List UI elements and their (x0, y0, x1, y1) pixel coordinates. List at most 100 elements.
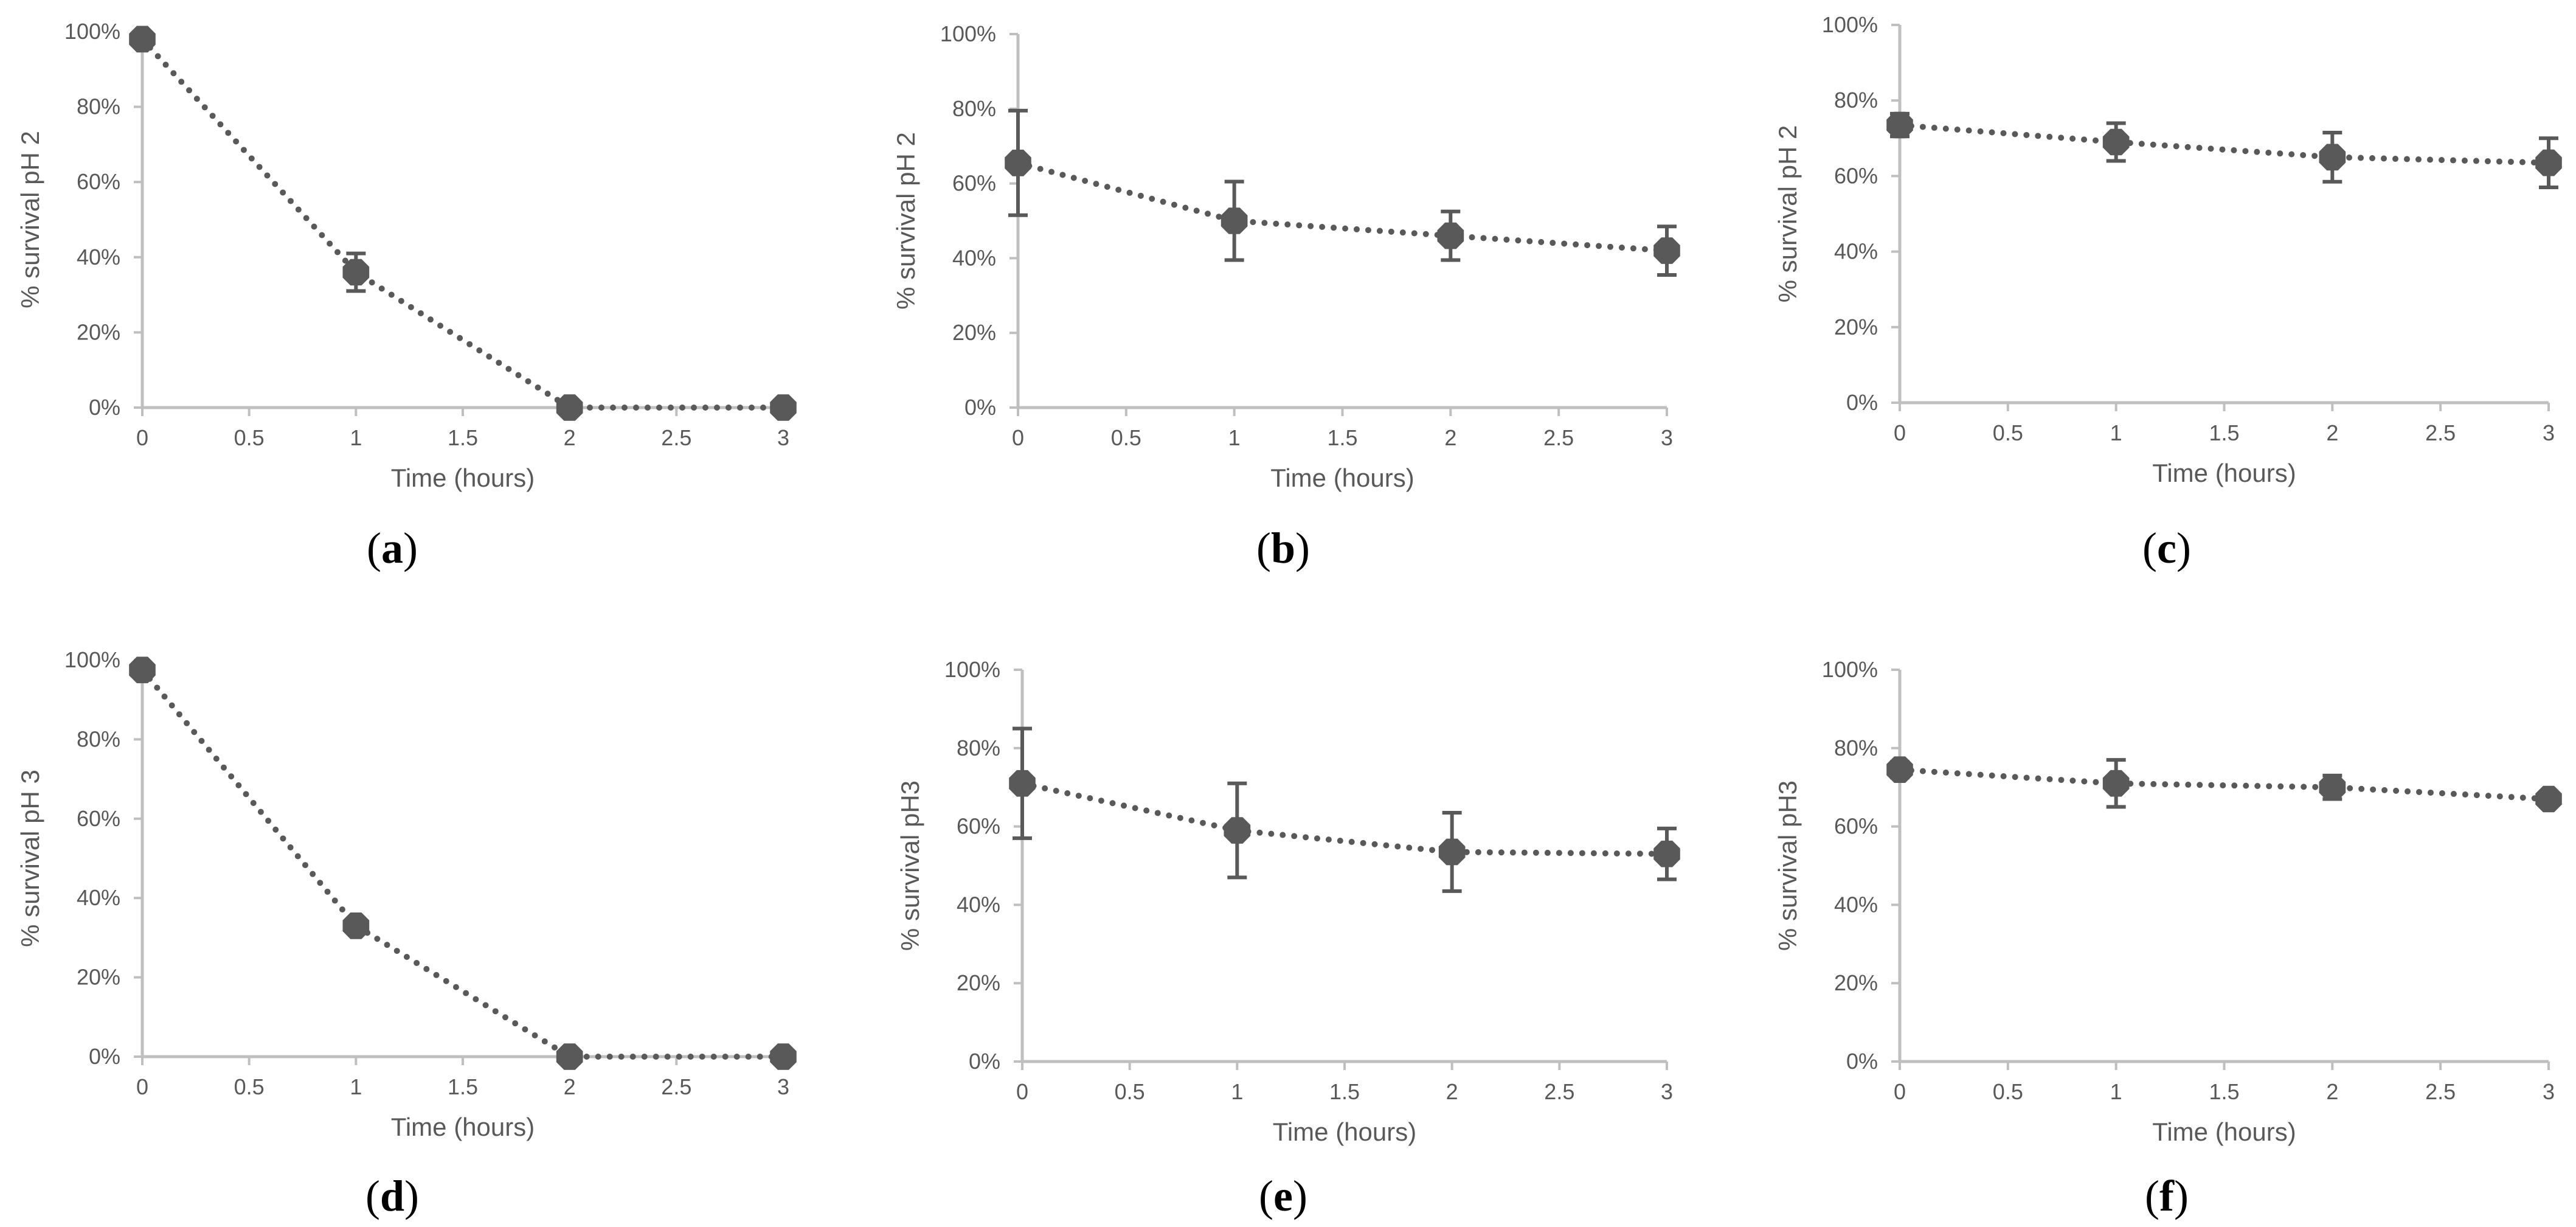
y-tick-label-e: 40% (957, 892, 1000, 917)
y-tick-label-a: 40% (77, 245, 120, 269)
data-point-e (1009, 770, 1036, 797)
data-point-d (342, 912, 370, 939)
x-tick-label-e: 1 (1231, 1079, 1243, 1104)
y-tick-label-c: 40% (1834, 239, 1878, 264)
x-tick-label-b: 0 (1012, 425, 1024, 450)
panel-label-letter-c: c (2157, 524, 2176, 572)
y-axis-title-e: % survival pH3 (896, 780, 924, 951)
data-point-a (342, 259, 370, 286)
y-tick-label-e: 80% (957, 735, 1000, 760)
x-tick-label-a: 1 (350, 425, 362, 450)
data-point-f (2319, 774, 2346, 801)
panel-label-open-paren: ( (365, 1172, 380, 1220)
x-tick-label-a: 2.5 (661, 425, 691, 450)
x-tick-label-e: 1.5 (1329, 1079, 1360, 1104)
y-axis-title-b: % survival pH 2 (892, 132, 920, 310)
x-tick-label-e: 2 (1446, 1079, 1458, 1104)
x-tick-label-d: 1 (350, 1074, 362, 1099)
y-tick-label-d: 20% (77, 965, 120, 990)
y-tick-label-c: 100% (1822, 12, 1878, 37)
panel-label-close-paren: ) (403, 524, 418, 572)
x-axis-title-f: Time (hours) (2152, 1118, 2296, 1146)
y-tick-label-b: 100% (940, 21, 996, 46)
x-tick-label-f: 1.5 (2209, 1079, 2239, 1104)
x-tick-label-f: 1 (2110, 1079, 2122, 1104)
series-line-f (1897, 766, 2552, 802)
x-axis-title-c: Time (hours) (2152, 459, 2296, 487)
y-tick-label-f: 0% (1846, 1049, 1878, 1074)
data-point-a (770, 394, 797, 421)
data-point-b (1437, 222, 1464, 249)
data-point-b (1005, 150, 1031, 176)
y-tick-label-d: 60% (77, 806, 120, 831)
panel-label-open-paren: ( (1256, 524, 1271, 572)
panel-label-open-paren: ( (2142, 524, 2157, 572)
y-tick-label-b: 0% (964, 395, 996, 420)
x-tick-label-e: 2.5 (1544, 1079, 1574, 1104)
data-point-c (1886, 111, 1913, 139)
x-tick-label-a: 3 (777, 425, 789, 450)
x-axis-title-d: Time (hours) (391, 1113, 535, 1141)
x-tick-label-b: 2.5 (1543, 425, 1574, 450)
panel-label-close-paren: ) (404, 1172, 419, 1220)
x-tick-label-e: 3 (1661, 1079, 1673, 1104)
x-tick-label-e: 0 (1016, 1079, 1028, 1104)
data-point-a (556, 394, 583, 421)
x-tick-label-d: 2 (564, 1074, 576, 1099)
x-tick-label-a: 0 (136, 425, 148, 450)
panel-label-letter-a: a (381, 524, 403, 572)
panel-label-a: (a) (367, 524, 418, 572)
y-tick-label-c: 80% (1834, 88, 1878, 113)
x-tick-label-f: 0 (1894, 1079, 1906, 1104)
data-point-c (2102, 128, 2130, 156)
data-point-d (556, 1043, 583, 1070)
data-point-b (1220, 207, 1248, 234)
y-tick-label-e: 0% (969, 1049, 1000, 1074)
y-tick-label-f: 60% (1834, 814, 1878, 839)
x-tick-label-c: 1 (2110, 420, 2122, 445)
data-point-f (1886, 756, 1913, 783)
data-point-d (770, 1043, 797, 1070)
data-point-a (129, 26, 156, 53)
series-line-a (139, 36, 786, 411)
panel-label-letter-d: d (380, 1172, 404, 1220)
x-axis-title-a: Time (hours) (391, 464, 535, 492)
data-point-c (2535, 149, 2562, 176)
series-line-e (1019, 780, 1670, 857)
x-tick-label-f: 3 (2543, 1079, 2555, 1104)
y-tick-label-f: 20% (1834, 970, 1878, 995)
panel-label-f: (f) (2145, 1172, 2189, 1220)
y-tick-label-b: 60% (952, 171, 996, 196)
panel-label-e: (e) (1259, 1172, 1307, 1220)
y-tick-label-b: 20% (952, 320, 996, 345)
x-tick-label-d: 3 (777, 1074, 789, 1099)
y-tick-label-c: 60% (1834, 163, 1878, 188)
x-tick-label-f: 0.5 (1993, 1079, 2023, 1104)
x-tick-label-c: 2.5 (2425, 420, 2456, 445)
y-tick-label-e: 20% (957, 970, 1000, 995)
data-point-e (1224, 817, 1251, 844)
y-tick-label-a: 20% (77, 319, 120, 344)
y-tick-label-d: 100% (64, 647, 120, 672)
x-tick-label-d: 1.5 (448, 1074, 478, 1099)
x-tick-label-a: 1.5 (448, 425, 478, 450)
x-tick-label-b: 0.5 (1111, 425, 1141, 450)
y-tick-label-e: 100% (944, 657, 1000, 682)
y-tick-label-e: 60% (957, 814, 1000, 839)
y-tick-label-d: 0% (89, 1044, 120, 1069)
panel-label-letter-b: b (1271, 524, 1295, 572)
y-axis-title-c: % survival pH 2 (1773, 125, 1802, 303)
x-tick-label-c: 1.5 (2209, 420, 2239, 445)
x-tick-label-c: 0 (1894, 420, 1906, 445)
data-point-b (1653, 237, 1680, 264)
panel-label-b: (b) (1256, 524, 1310, 572)
x-tick-label-c: 3 (2543, 420, 2555, 445)
y-tick-label-a: 100% (64, 19, 120, 44)
x-axis-title-e: Time (hours) (1273, 1118, 1416, 1146)
y-axis-title-d: % survival pH 3 (16, 770, 44, 947)
panel-label-close-paren: ) (2176, 524, 2191, 572)
y-tick-label-a: 0% (89, 395, 120, 420)
y-tick-label-f: 80% (1834, 735, 1878, 760)
y-tick-label-c: 0% (1846, 390, 1878, 415)
panel-label-letter-f: f (2159, 1172, 2175, 1220)
